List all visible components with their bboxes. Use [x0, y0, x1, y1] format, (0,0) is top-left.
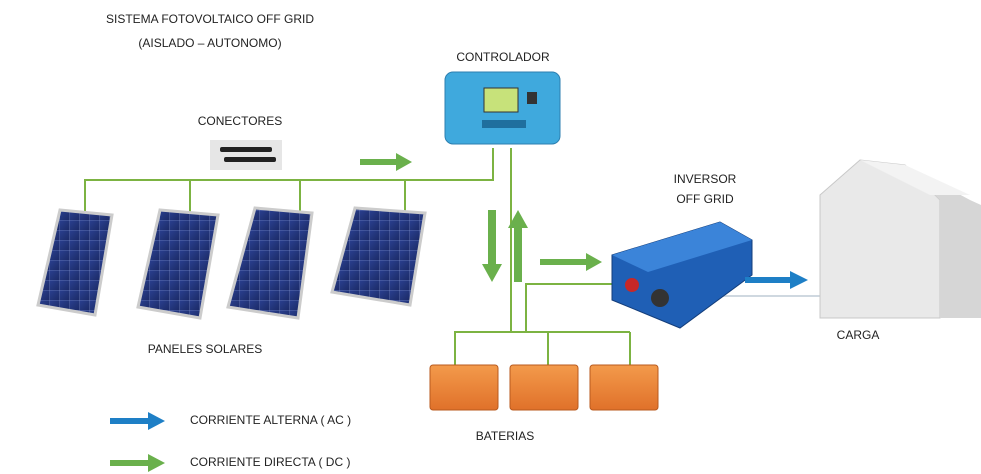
diagram: SISTEMA FOTOVOLTAICO OFF GRID (AISLADO –…	[0, 0, 981, 474]
legend-label: CORRIENTE DIRECTA ( DC )	[190, 455, 350, 469]
legend: CORRIENTE ALTERNA ( AC ) CORRIENTE DIREC…	[110, 412, 351, 472]
legend-arrow	[110, 412, 165, 430]
panels-label: PANELES SOLARES	[148, 342, 263, 356]
legend-label: CORRIENTE ALTERNA ( AC )	[190, 413, 351, 427]
legend-arrow	[110, 454, 165, 472]
inverter-label: INVERSOR	[674, 172, 737, 186]
batteries	[430, 365, 658, 410]
controller	[445, 72, 560, 144]
inverter-label: OFF GRID	[676, 192, 734, 206]
ac-arrow	[745, 271, 808, 289]
title: SISTEMA FOTOVOLTAICO OFF GRID	[106, 12, 314, 26]
subtitle: (AISLADO – AUTONOMO)	[138, 36, 281, 50]
connectors	[210, 140, 282, 170]
connectors-label: CONECTORES	[198, 114, 282, 128]
batteries-label: BATERIAS	[476, 429, 534, 443]
inverter	[612, 222, 752, 328]
load-label: CARGA	[837, 328, 880, 342]
house	[820, 160, 981, 318]
controller-label: CONTROLADOR	[456, 50, 550, 64]
solar-panels	[38, 208, 425, 318]
